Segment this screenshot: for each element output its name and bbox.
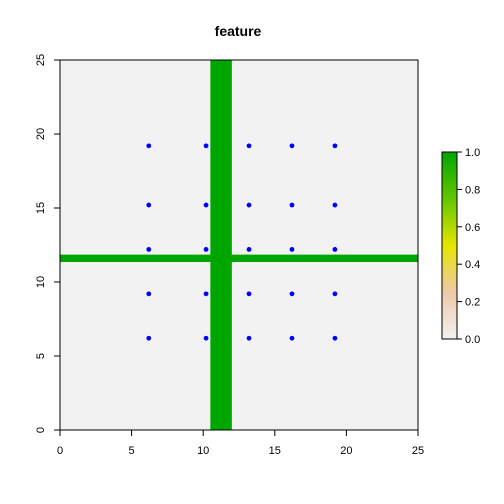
x-tick-label: 10 — [197, 445, 209, 457]
data-point — [203, 247, 209, 252]
data-point — [246, 335, 252, 341]
y-tick-label: 25 — [35, 54, 47, 66]
y-tick-label: 20 — [35, 128, 47, 140]
data-point — [332, 143, 338, 149]
data-point — [146, 143, 152, 149]
data-point — [203, 335, 209, 341]
data-point — [332, 202, 338, 208]
data-point — [289, 143, 295, 149]
colorbar-tick-label: 1.0 — [465, 147, 480, 159]
data-point — [146, 202, 152, 208]
data-point — [203, 291, 209, 297]
colorbar-tick-label: 0.6 — [465, 222, 480, 234]
x-tick-label: 0 — [57, 445, 63, 457]
data-point — [289, 335, 295, 341]
data-point — [289, 291, 295, 297]
x-tick-label: 15 — [269, 445, 281, 457]
y-tick-label: 0 — [35, 427, 47, 433]
y-tick-label: 15 — [35, 202, 47, 214]
data-point — [203, 143, 209, 149]
x-axis: 0 5 10 15 20 25 — [57, 429, 424, 457]
colorbar-scale — [441, 151, 458, 340]
data-point — [332, 247, 338, 252]
colorbar-tick-label: 0.8 — [465, 184, 480, 196]
chart-title: feature — [215, 23, 262, 39]
data-point — [289, 247, 295, 252]
data-point — [332, 335, 338, 341]
data-point — [246, 202, 252, 208]
data-point — [246, 291, 252, 297]
y-tick-label: 5 — [35, 353, 47, 359]
y-tick-label: 10 — [35, 276, 47, 288]
data-point — [146, 335, 152, 341]
horizontal-band — [60, 254, 418, 263]
feature-bands — [60, 60, 418, 430]
data-point — [146, 247, 152, 252]
x-tick-label: 20 — [340, 445, 352, 457]
colorbar-tick-label: 0.0 — [465, 334, 480, 346]
data-point — [289, 202, 295, 208]
data-point — [332, 291, 338, 297]
data-point — [246, 143, 252, 149]
colorbar-tick-label: 0.4 — [465, 259, 480, 271]
data-point — [146, 291, 152, 297]
x-tick-label: 5 — [129, 445, 135, 457]
plot-background — [60, 60, 418, 430]
colorbar-tick-label: 0.2 — [465, 297, 480, 309]
y-axis: 0 5 10 15 20 25 — [35, 54, 61, 433]
colorbar: 0.0 0.2 0.4 0.6 0.8 1.0 — [441, 147, 480, 346]
data-point — [246, 247, 252, 252]
data-point — [203, 202, 209, 208]
x-tick-label: 25 — [412, 445, 424, 457]
data-points — [146, 143, 338, 341]
vertical-band — [210, 60, 232, 430]
